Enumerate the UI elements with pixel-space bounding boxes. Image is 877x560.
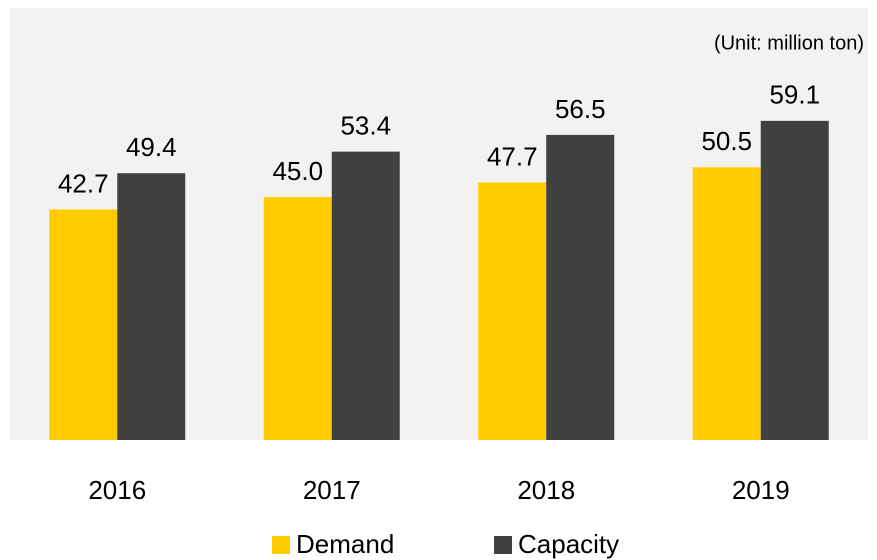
x-tick-label: 2016 [88, 475, 146, 505]
x-tick-label: 2018 [517, 475, 575, 505]
data-label: 59.1 [769, 80, 820, 110]
bar [760, 120, 829, 441]
bar [546, 134, 615, 440]
x-tick-label: 2019 [732, 475, 790, 505]
bar [478, 182, 547, 441]
legend-label: Demand [296, 529, 394, 559]
bar [49, 209, 118, 440]
legend-label: Capacity [518, 529, 619, 559]
unit-note: (Unit: million ton) [714, 32, 864, 54]
x-tick-label: 2017 [303, 475, 361, 505]
bar [692, 167, 761, 441]
data-label: 56.5 [555, 94, 606, 124]
data-label: 53.4 [340, 111, 391, 141]
bar [263, 197, 332, 440]
bar [117, 173, 186, 441]
data-label: 42.7 [58, 168, 109, 198]
data-label: 45.0 [272, 156, 323, 186]
legend-swatch [272, 536, 290, 554]
data-label: 50.5 [701, 126, 752, 156]
bar [331, 151, 400, 440]
data-label: 47.7 [487, 141, 538, 171]
data-label: 49.4 [126, 132, 177, 162]
legend-swatch [494, 536, 512, 554]
